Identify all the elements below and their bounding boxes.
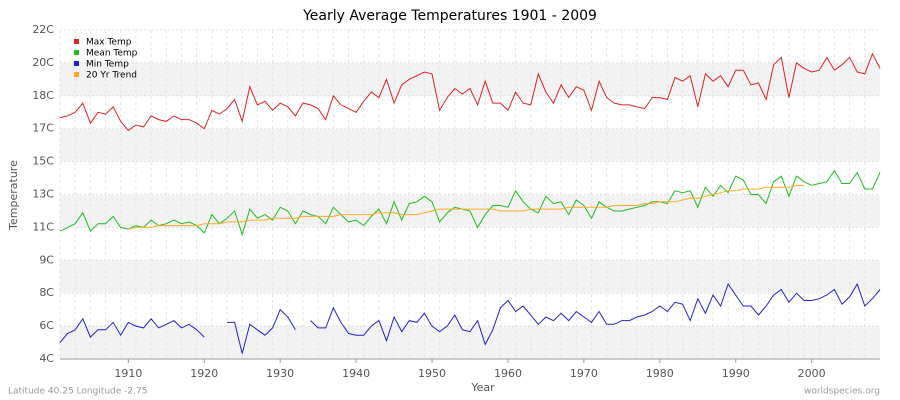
- legend-label: Min Temp: [86, 60, 129, 70]
- x-tick-label: 1910: [114, 367, 142, 380]
- y-tick-label: 18C: [32, 89, 54, 102]
- y-tick-label: 4C: [39, 352, 54, 365]
- footer-right: worldspecies.org: [804, 387, 880, 397]
- legend-label: Max Temp: [86, 38, 132, 48]
- legend-swatch: [74, 39, 79, 44]
- y-tick-label: 20C: [32, 56, 54, 69]
- legend-swatch: [74, 61, 79, 66]
- series-line: [59, 282, 881, 354]
- x-tick-label: 1960: [494, 367, 522, 380]
- y-tick-label: 17C: [32, 122, 54, 135]
- y-tick-label: 8C: [39, 286, 54, 299]
- x-tick-label: 1980: [646, 367, 674, 380]
- x-tick-label: 2000: [798, 367, 826, 380]
- footer-left: Latitude 40.25 Longitude -2.75: [8, 387, 147, 397]
- x-tick-label: 1920: [190, 367, 218, 380]
- legend-label: 20 Yr Trend: [86, 71, 137, 81]
- y-tick-label: 6C: [39, 319, 54, 332]
- series-line: [59, 52, 881, 132]
- x-tick-label: 1990: [722, 367, 750, 380]
- x-axis-label: Year: [470, 381, 495, 394]
- y-tick-label: 9C: [39, 253, 54, 266]
- series-line: [128, 184, 805, 230]
- y-axis-label: Temperature: [7, 160, 20, 231]
- y-tick-label: 13C: [32, 188, 54, 201]
- y-tick-label: 11C: [32, 220, 54, 233]
- plot-area: [59, 29, 880, 360]
- legend-label: Mean Temp: [86, 49, 138, 59]
- legend-swatch: [74, 50, 79, 55]
- x-tick-label: 1930: [266, 367, 294, 380]
- x-tick-label: 1970: [570, 367, 598, 380]
- x-tick-label: 1950: [418, 367, 446, 380]
- y-tick-label: 15C: [32, 155, 54, 168]
- chart-title: Yearly Average Temperatures 1901 - 2009: [302, 8, 597, 24]
- x-tick-label: 1940: [342, 367, 370, 380]
- legend-swatch: [74, 72, 79, 77]
- y-tick-label: 22C: [32, 23, 54, 36]
